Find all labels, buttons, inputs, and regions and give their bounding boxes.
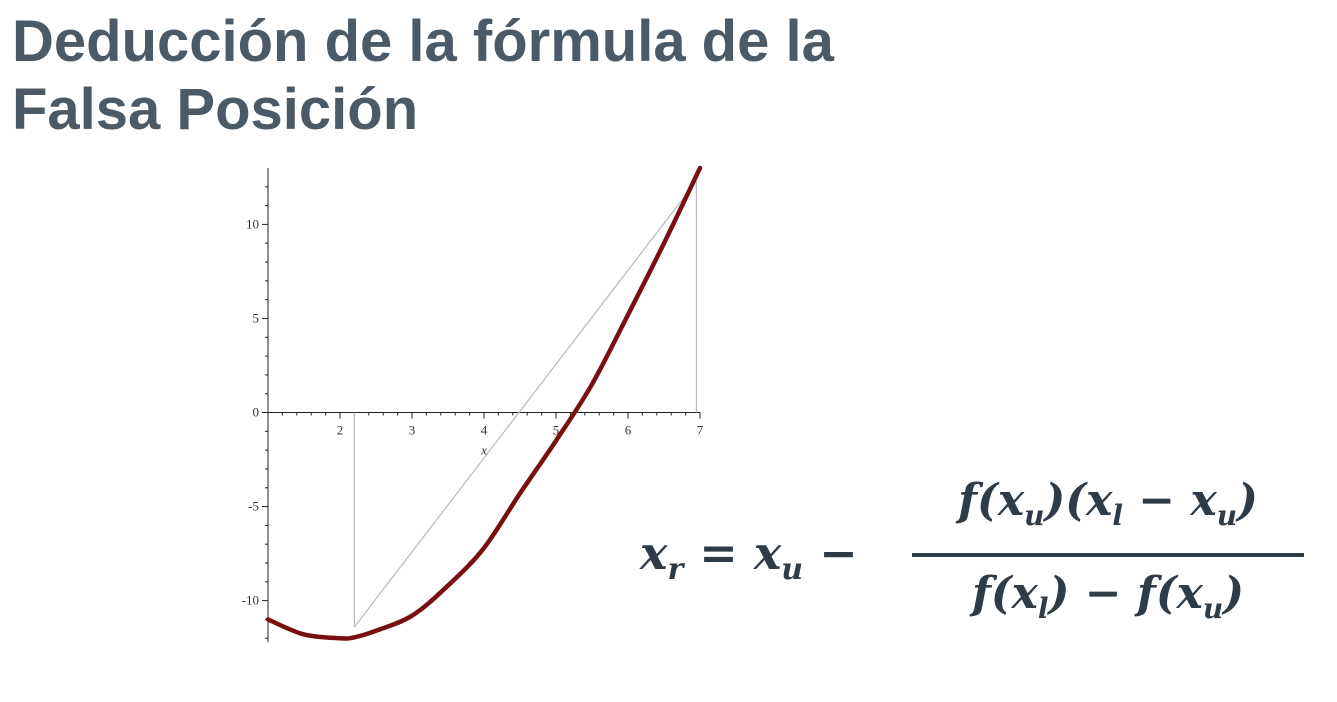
x-tick-label: 2 (337, 423, 344, 438)
formula-xr-var: x (640, 526, 668, 580)
x-tick-label: 5 (553, 423, 560, 438)
num-sub: u (1216, 499, 1238, 532)
x-tick-label: 7 (697, 423, 704, 438)
formula-xu-sub: u (781, 552, 804, 587)
construction-lines (353, 180, 698, 628)
plot-axes (262, 168, 701, 642)
false-position-formula: xr = xu − f(xu)(xl − xu) f(xl) − f(xu) (640, 468, 1320, 628)
function-curve (265, 165, 703, 641)
den-part: ) (1223, 568, 1245, 619)
num-part: )(x (1044, 475, 1113, 526)
fraction-bar (912, 553, 1304, 557)
function-curve-layer (265, 165, 703, 641)
formula-xr-sub: r (667, 552, 684, 587)
den-sub: u (1202, 592, 1224, 625)
y-tick-label: -5 (248, 499, 259, 514)
formula-left-side: xr = xu − (640, 526, 858, 587)
x-tick-label: 6 (625, 423, 632, 438)
den-sub: l (1037, 592, 1049, 625)
y-tick-label: -10 (242, 593, 259, 608)
secant-line (353, 180, 697, 628)
formula-xu-var: x (753, 526, 782, 580)
num-part: − x (1122, 475, 1217, 526)
x-axis-title: x (480, 443, 487, 458)
formula-equals: = (699, 526, 738, 580)
formula-minus: − (819, 526, 858, 580)
y-tick-label: 10 (246, 216, 259, 231)
x-tick-label: 4 (481, 423, 488, 438)
y-tick-label: 0 (253, 405, 260, 420)
num-sub: u (1024, 499, 1045, 532)
formula-numerator: f(xu)(xl − xu) (912, 468, 1304, 549)
den-part: ) − f(x (1048, 568, 1203, 619)
page-title: Deducción de la fórmula de la Falsa Posi… (12, 8, 1012, 144)
page-title-line-1: Deducción de la fórmula de la (12, 9, 834, 74)
num-part: f(x (958, 475, 1025, 526)
den-part: f(x (971, 568, 1038, 619)
tick-labels: 2 3 4 5 6 7 10 5 0 -5 -10 x (242, 216, 704, 607)
page-title-line-2: Falsa Posición (12, 77, 419, 142)
y-tick-label: 5 (253, 310, 260, 325)
formula-fraction: f(xu)(xl − xu) f(xl) − f(xu) (912, 468, 1304, 642)
formula-denominator: f(xl) − f(xu) (912, 561, 1304, 642)
num-sub: l (1112, 499, 1123, 532)
x-tick-label: 3 (409, 423, 416, 438)
num-part: ) (1237, 475, 1258, 526)
